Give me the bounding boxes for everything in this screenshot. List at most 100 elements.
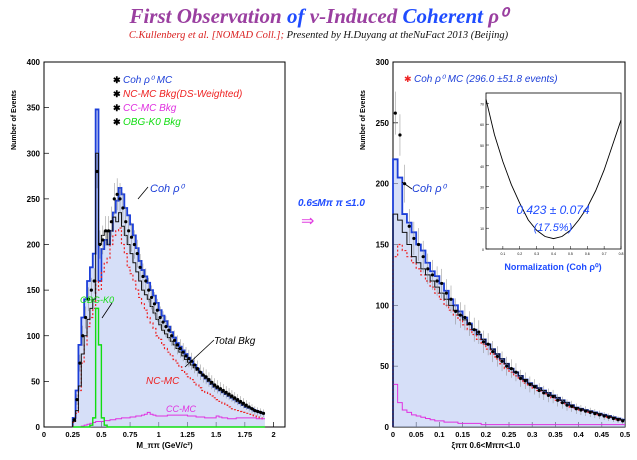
annotation-label: Total Bkg [214, 336, 256, 347]
x-tick-label: 1.25 [180, 430, 195, 439]
y-tick-label: 300 [27, 149, 41, 158]
data-point [175, 343, 180, 347]
data-point [477, 330, 481, 334]
title-part-5: ρ⁰ [488, 4, 508, 28]
data-point [127, 229, 131, 233]
x-tick-label: 0.15 [455, 430, 470, 439]
data-point [241, 401, 245, 405]
data-point [78, 361, 82, 365]
data-point [546, 393, 551, 397]
fit-result-percent: (17.5%) [534, 222, 573, 234]
series-cc-mc-bkg [72, 411, 265, 428]
x-tick-label: 0.2 [481, 430, 491, 439]
data-point [141, 274, 145, 279]
annotation-pointer [101, 302, 113, 319]
data-point [213, 383, 217, 387]
y-tick-label: 50 [31, 377, 40, 386]
subtitle-part-2: Presented by H.Duyang at theNuFact 2013 … [283, 30, 509, 41]
data-point [570, 404, 574, 408]
data-point [597, 413, 602, 417]
series-cc-mc-bkg [392, 383, 625, 427]
y-tick-label: 200 [376, 180, 390, 189]
x-tick-label: 0 [42, 430, 46, 439]
data-point [138, 265, 142, 269]
data-point [588, 410, 592, 414]
y-tick-label: 250 [376, 119, 390, 128]
inset-frame [485, 92, 622, 250]
series-nc-mc-bkg-ds-weighted- [72, 227, 265, 427]
data-point [149, 295, 154, 300]
x-tick-label: 0.35 [548, 430, 563, 439]
data-point [129, 235, 134, 239]
data-point [611, 416, 616, 421]
data-point [616, 418, 620, 422]
data-point [430, 273, 435, 277]
legend-marker: ✱ [113, 103, 121, 113]
inset-y-tick-label: 50 [480, 144, 484, 148]
data-point [201, 373, 205, 377]
data-point [458, 313, 462, 317]
data-point [481, 340, 486, 344]
data-point [118, 197, 122, 201]
inset-x-tick-label: 0.8 [619, 252, 624, 256]
annotation-pointer [401, 181, 413, 190]
data-point [398, 133, 402, 137]
y-axis-label: Number of Events [360, 90, 367, 150]
data-point [574, 407, 578, 411]
data-point [505, 364, 509, 368]
data-point [236, 398, 240, 402]
x-axis-label: ξππ 0.6<Mππ<1.0 [452, 441, 521, 450]
data-point [463, 315, 467, 320]
legend-marker: ✱ [113, 117, 121, 127]
data-point [167, 328, 171, 332]
y-axis-label: Number of Events [11, 90, 18, 150]
y-tick-label: 0 [385, 423, 390, 432]
data-point [172, 338, 177, 342]
x-axis-label: M_ππ (GeV/c²) [136, 441, 193, 450]
fit-result-value: 0.423 ± 0.074 [516, 203, 590, 217]
data-point [147, 288, 151, 292]
inset-x-tick-label: 0.7 [602, 252, 607, 256]
inset-x-tick-label: 0.2 [517, 252, 522, 256]
data-point [519, 376, 523, 380]
annotation-label: Coh ρ⁰ [412, 183, 448, 195]
data-point [72, 418, 76, 422]
y-tick-label: 100 [27, 332, 41, 341]
inset-y-tick-label: 30 [480, 186, 484, 190]
y-tick-label: 350 [27, 104, 41, 113]
data-point [556, 398, 560, 402]
data-point [84, 315, 88, 320]
data-point [109, 220, 114, 224]
legend-label: Coh ρ⁰ MC (296.0 ±51.8 events) [414, 74, 558, 85]
data-point [112, 197, 116, 201]
data-point [178, 346, 182, 351]
data-point [565, 403, 569, 407]
data-point [101, 238, 105, 242]
data-point [92, 279, 96, 283]
inset-x-tick-label: 0.4 [551, 252, 556, 256]
data-point [144, 279, 148, 283]
data-point [256, 409, 260, 414]
data-point [250, 407, 254, 411]
data-point [393, 111, 397, 115]
y-tick-label: 300 [376, 58, 390, 67]
data-point [495, 354, 499, 359]
data-point [244, 403, 248, 407]
data-point [407, 224, 411, 228]
data-point [75, 398, 79, 402]
annotation-label: NC-MC [146, 376, 180, 387]
data-point [532, 385, 537, 389]
inset-x-tick-label: 0.3 [534, 252, 539, 256]
inset-y-tick-label: 60 [480, 123, 484, 127]
legend-label: CC-MC Bkg [123, 103, 177, 114]
x-tick-label: 1.75 [238, 430, 253, 439]
data-point [551, 394, 555, 399]
data-point [528, 382, 532, 387]
inset-x-tick-label: 0.6 [585, 252, 590, 256]
data-point [454, 309, 458, 314]
data-point [181, 350, 185, 354]
data-point [106, 229, 111, 233]
legend-marker: ✱ [113, 75, 121, 85]
y-tick-label: 250 [27, 195, 41, 204]
